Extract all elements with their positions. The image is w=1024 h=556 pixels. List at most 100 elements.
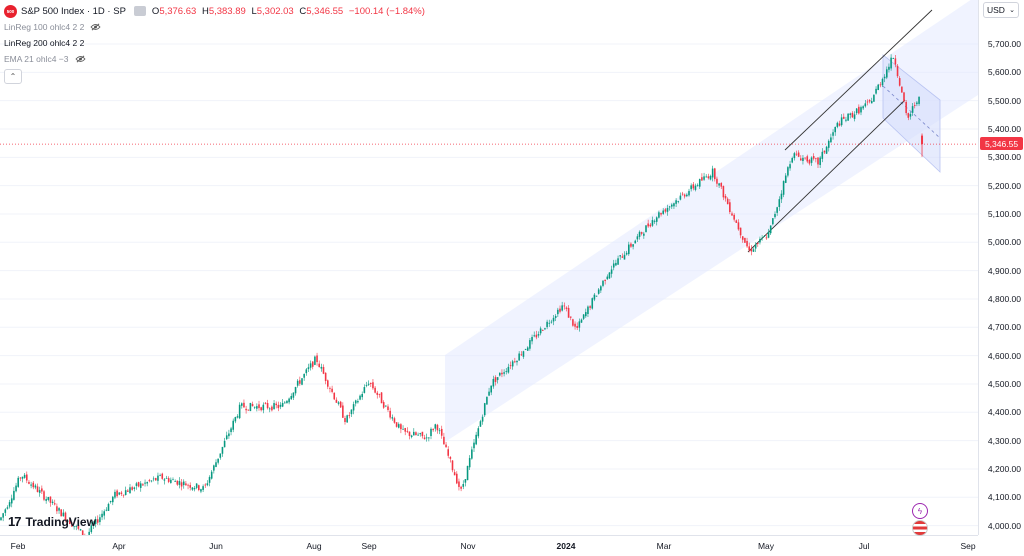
candle: [666, 207, 669, 212]
candle: [122, 494, 125, 496]
candle: [352, 404, 355, 411]
candle: [6, 507, 9, 509]
eye-hidden-icon[interactable]: [90, 23, 101, 31]
candle: [339, 401, 342, 408]
candle: [322, 367, 325, 374]
lightning-icon[interactable]: ϟ: [912, 503, 928, 519]
candle: [26, 474, 28, 481]
candle: [230, 428, 232, 433]
candle: [817, 157, 819, 165]
candle: [262, 404, 265, 411]
change-value: −100.14 (−1.84%): [348, 5, 425, 17]
candle: [572, 319, 574, 326]
candle: [19, 477, 22, 479]
collapse-legend-button[interactable]: ⌃: [4, 69, 22, 84]
tradingview-mark-icon: 17: [8, 514, 22, 529]
candle: [761, 237, 763, 239]
candle: [554, 316, 557, 318]
candle: [176, 480, 179, 485]
candle: [34, 485, 37, 488]
candle: [776, 207, 778, 213]
candle: [557, 309, 559, 315]
chevron-down-icon: ⌄: [1009, 7, 1015, 14]
candle: [268, 408, 271, 410]
candle: [370, 382, 372, 384]
symbol-title[interactable]: S&P 500 Index · 1D · SP: [21, 5, 126, 17]
candle: [587, 306, 589, 314]
currency-selector[interactable]: USD ⌄: [983, 2, 1019, 18]
indicator-row-linreg-200[interactable]: LinReg 200 ohlc4 2 2: [4, 35, 428, 51]
candle: [146, 482, 148, 484]
candle: [165, 477, 168, 479]
price-axis[interactable]: 5,700.00 5,600.00 5,500.00 5,400.00 5,300.00…: [978, 0, 1024, 535]
candle: [213, 465, 215, 471]
candle: [228, 433, 230, 437]
candle: [600, 286, 602, 291]
candle: [784, 175, 787, 183]
price-tick: 4,500.00: [987, 378, 1021, 389]
candle: [266, 403, 269, 409]
candle: [913, 105, 916, 106]
candle: [542, 330, 544, 331]
candle: [832, 132, 834, 136]
time-axis[interactable]: Feb Apr Jun Aug Sep Nov 2024 Mar May Jul Sep: [0, 535, 978, 556]
candle: [161, 473, 164, 479]
candle: [148, 480, 151, 482]
candle: [619, 255, 621, 257]
candle: [686, 194, 688, 197]
candle: [397, 424, 400, 428]
candle: [597, 289, 600, 294]
eye-hidden-icon[interactable]: [74, 55, 86, 63]
candle: [49, 496, 52, 503]
candle: [825, 146, 828, 154]
candle: [413, 431, 415, 436]
candle: [208, 477, 211, 483]
candle: [135, 483, 138, 486]
candle: [172, 479, 174, 481]
candle: [752, 249, 755, 252]
candle: [296, 380, 299, 386]
tradingview-logo[interactable]: 17 TradingView: [8, 514, 96, 529]
candle: [279, 404, 282, 407]
candle: [182, 481, 185, 486]
candle: [475, 434, 477, 445]
price-tick: 4,100.00: [987, 492, 1021, 503]
candle: [733, 214, 735, 220]
indicator-row-linreg-100[interactable]: LinReg 100 ohlc4 2 2: [4, 19, 428, 35]
candle: [707, 176, 710, 179]
candle: [621, 256, 624, 258]
price-tick: 5,600.00: [987, 67, 1021, 78]
candle: [118, 492, 121, 495]
candle: [640, 232, 643, 234]
candle: [256, 406, 258, 409]
candle: [675, 200, 677, 204]
market-status-icon[interactable]: [133, 6, 146, 16]
candle: [858, 106, 860, 114]
candle: [720, 182, 723, 187]
candle: [387, 406, 389, 410]
candle: [389, 410, 391, 418]
candle: [903, 92, 905, 102]
candle: [501, 372, 503, 375]
us-flag-icon[interactable]: [912, 520, 928, 536]
indicator-row-ema-21[interactable]: EMA 21 ohlc4 −3: [4, 51, 428, 67]
candle: [79, 529, 82, 531]
time-tick: 2024: [556, 541, 576, 551]
chart-pane[interactable]: [0, 0, 978, 535]
candle: [503, 372, 505, 374]
candle: [159, 475, 161, 477]
candle: [41, 488, 43, 492]
candle: [698, 179, 701, 187]
candle: [905, 101, 907, 114]
candle: [453, 472, 456, 476]
candle: [705, 176, 707, 178]
candle: [438, 430, 441, 432]
candle: [537, 334, 540, 336]
candle: [797, 152, 800, 157]
candle: [189, 485, 191, 488]
candle: [402, 428, 404, 430]
candle: [759, 238, 761, 243]
candle: [428, 437, 430, 439]
candle: [481, 416, 484, 422]
candlestick-chart[interactable]: [0, 0, 978, 535]
